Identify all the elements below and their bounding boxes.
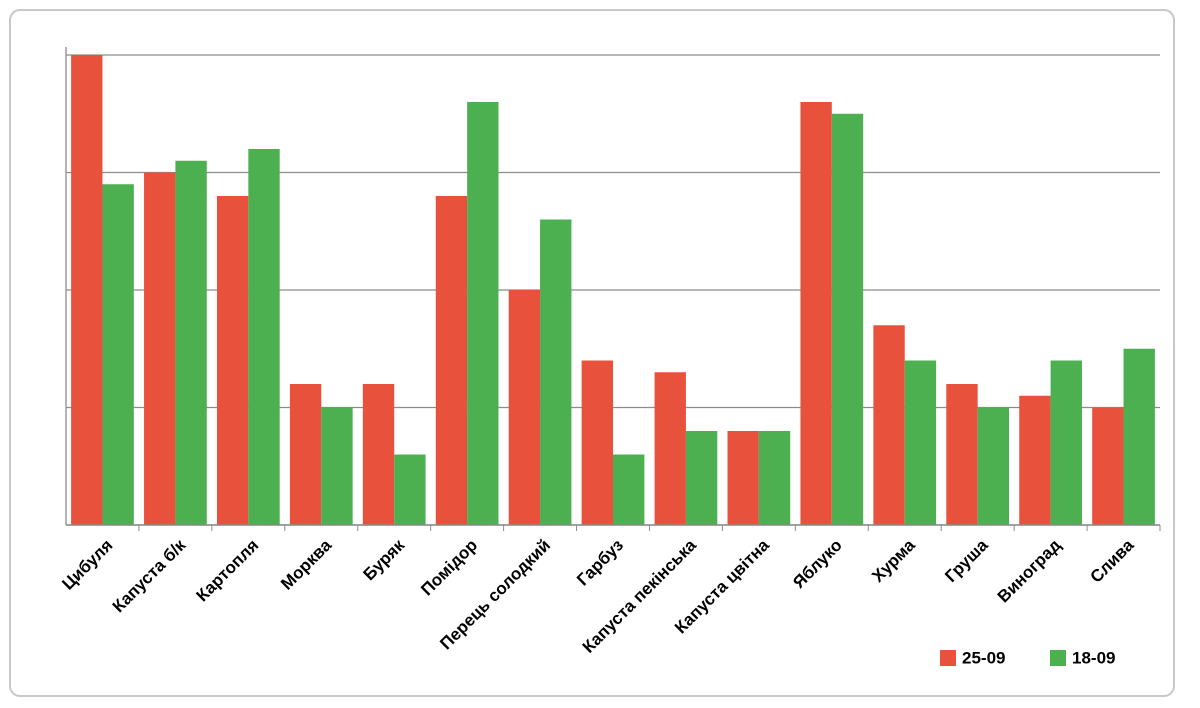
legend-swatch [1050,650,1066,666]
bar [216,196,249,525]
bar [1019,395,1051,525]
bar [581,360,613,525]
bar [289,384,322,525]
legend-swatch [940,650,956,666]
bar [102,184,134,525]
bar [321,407,353,525]
bar [800,102,832,525]
bar [540,219,572,525]
legend-label: 25-09 [962,648,1005,667]
bar [946,384,978,525]
bar [467,102,499,525]
bar [727,431,759,525]
bar [144,172,176,525]
bar [435,196,468,525]
legend-label: 18-09 [1072,648,1115,667]
bar [654,372,686,525]
bar [831,113,864,525]
bar [1050,360,1082,525]
bar [71,55,103,525]
bar [248,149,280,525]
bar [873,325,905,525]
bar [362,384,395,525]
bar [758,431,791,525]
bar [613,454,645,525]
bar [175,160,207,525]
bar [685,431,718,525]
bar [508,290,541,525]
bar [1123,348,1155,525]
bar [394,454,426,525]
bar [1092,407,1124,525]
bar [904,360,937,525]
bar [977,407,1010,525]
